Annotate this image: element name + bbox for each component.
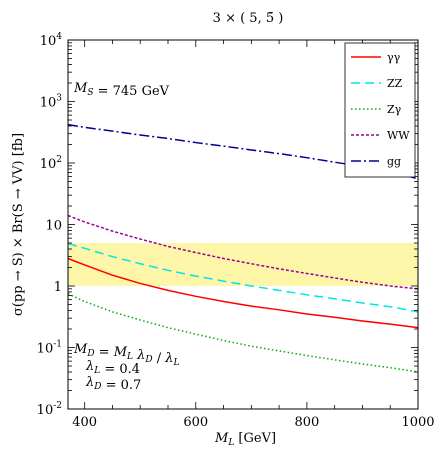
annot-lambda-d-sub: D <box>93 382 101 392</box>
series-line-3 <box>67 214 419 290</box>
y-tick-exp: -1 <box>53 340 62 350</box>
annot-relation-sym: λ <box>164 351 173 366</box>
legend-label-0: γγ <box>387 51 401 64</box>
chart-title: 3 × ( 5, 5̄ ) <box>213 11 284 26</box>
y-tick-base: 10 <box>40 96 57 111</box>
title-text: 3 × ( 5, 5̄ ) <box>213 11 284 26</box>
y-tick-base: 10 <box>37 403 54 418</box>
y-tick-label: 1 <box>54 280 62 295</box>
legend-label-2: Zγ <box>387 103 402 116</box>
annot-relation: MD = ML λD / λL <box>73 342 180 368</box>
y-tick-exp: 2 <box>56 155 62 165</box>
annot-mass-part: = 745 GeV <box>93 84 169 99</box>
x-tick-label: 800 <box>294 415 319 430</box>
y-axis-label: σ(pp → S) × Br(S → VV) [fb] <box>11 133 26 316</box>
signal-band <box>68 243 418 286</box>
y-tick-label: 10-2 <box>37 401 62 418</box>
annot-relation-sub: L <box>173 358 180 368</box>
x-axis-label: ML [GeV] <box>214 431 276 448</box>
y-tick-exp: -2 <box>53 401 62 411</box>
annot-mass-sub: S <box>87 88 93 98</box>
y-tick-exp: 3 <box>56 94 62 104</box>
legend-label-4: gg <box>387 155 401 168</box>
x-axis-label-unit: [GeV] <box>234 431 276 446</box>
annot-relation-part: = <box>95 345 114 360</box>
annot-relation-sub: D <box>144 355 152 365</box>
y-tick-label: 102 <box>40 155 62 172</box>
annot-relation-sym: λ <box>136 348 145 363</box>
x-tick-label: 1000 <box>401 415 434 430</box>
series-line-2 <box>67 293 419 373</box>
annot-relation-sym: M <box>113 345 128 360</box>
legend-label-3: WW <box>387 129 410 142</box>
annot-relation-sym: M <box>73 342 88 357</box>
annot-lambda-d-sym: λ <box>85 375 94 390</box>
y-tick-base: 10 <box>40 34 57 49</box>
annot-lambda-l-sym: λ <box>85 359 94 374</box>
y-tick-label: 104 <box>40 32 63 49</box>
x-axis-label-main: M <box>214 431 229 446</box>
y-tick-label: 10 <box>45 219 62 234</box>
legend-box <box>344 42 416 178</box>
annot-lambda-l: λL = 0.4 <box>85 359 140 377</box>
legend: γγ ZZ Zγ WW gg <box>344 42 416 178</box>
annot-lambda-l-sub: L <box>93 366 100 376</box>
annot-relation-sub: D <box>86 349 94 359</box>
y-tick-exp: 4 <box>56 32 62 42</box>
annot-relation-sub: L <box>126 352 133 362</box>
y-tick-label: 10-1 <box>37 340 62 357</box>
annot-lambda-d-part: = 0.7 <box>101 378 141 393</box>
series-line-1 <box>67 242 419 313</box>
annot-mass: MS = 745 GeV <box>73 81 170 99</box>
annot-mass-sym: M <box>73 81 88 96</box>
annot-relation-part: / <box>153 351 166 366</box>
y-tick-base: 10 <box>40 157 57 172</box>
series-line-0 <box>67 257 419 329</box>
axis-labels: ML [GeV]σ(pp → S) × Br(S → VV) [fb] <box>11 133 276 448</box>
legend-label-1: ZZ <box>387 77 403 90</box>
y-tick-base: 10 <box>37 342 54 357</box>
x-axis-label-sub: L <box>227 438 234 448</box>
annot-lambda-d: λD = 0.7 <box>85 375 141 393</box>
signal-band-group <box>68 243 418 286</box>
x-tick-label: 600 <box>183 415 208 430</box>
x-tick-labels: 400 600 800 1000 <box>72 415 434 430</box>
annot-lambda-l-part: = 0.4 <box>100 362 140 377</box>
x-tick-label: 400 <box>72 415 97 430</box>
y-tick-label: 103 <box>40 94 63 111</box>
